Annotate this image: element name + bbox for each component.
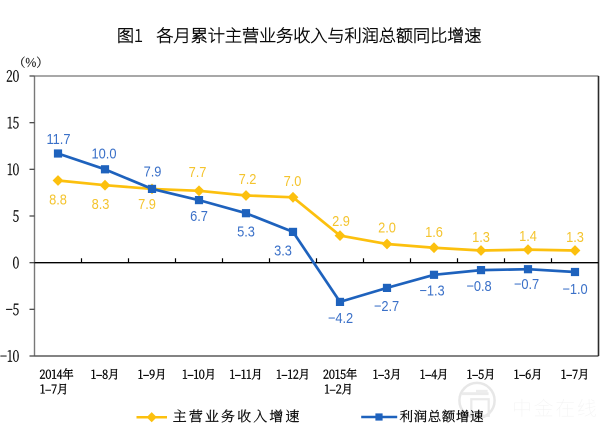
- svg-text:1.4: 1.4: [519, 228, 537, 244]
- svg-text:7.9: 7.9: [144, 164, 162, 180]
- svg-text:8.8: 8.8: [49, 192, 67, 208]
- svg-text:10.0: 10.0: [91, 146, 116, 162]
- svg-text:8.3: 8.3: [92, 196, 110, 212]
- svg-text:−0.8: −0.8: [466, 278, 492, 294]
- svg-text:3.3: 3.3: [274, 243, 292, 259]
- svg-text:7.2: 7.2: [239, 171, 257, 187]
- svg-text:−2.7: −2.7: [374, 298, 399, 314]
- svg-text:1.3: 1.3: [566, 229, 584, 245]
- svg-text:2.0: 2.0: [378, 220, 396, 236]
- svg-text:7.0: 7.0: [284, 173, 302, 189]
- svg-text:7.7: 7.7: [189, 164, 207, 180]
- svg-text:6.7: 6.7: [190, 208, 208, 224]
- svg-text:1.3: 1.3: [472, 229, 490, 245]
- svg-text:11.7: 11.7: [46, 131, 70, 147]
- svg-text:2.9: 2.9: [332, 213, 350, 229]
- svg-text:5.3: 5.3: [237, 224, 255, 240]
- svg-text:−1.3: −1.3: [419, 283, 445, 299]
- svg-text:1.6: 1.6: [425, 224, 443, 240]
- svg-text:−0.7: −0.7: [514, 276, 539, 292]
- svg-text:−1.0: −1.0: [562, 281, 588, 297]
- svg-text:−4.2: −4.2: [328, 310, 353, 326]
- svg-text:7.9: 7.9: [138, 196, 156, 212]
